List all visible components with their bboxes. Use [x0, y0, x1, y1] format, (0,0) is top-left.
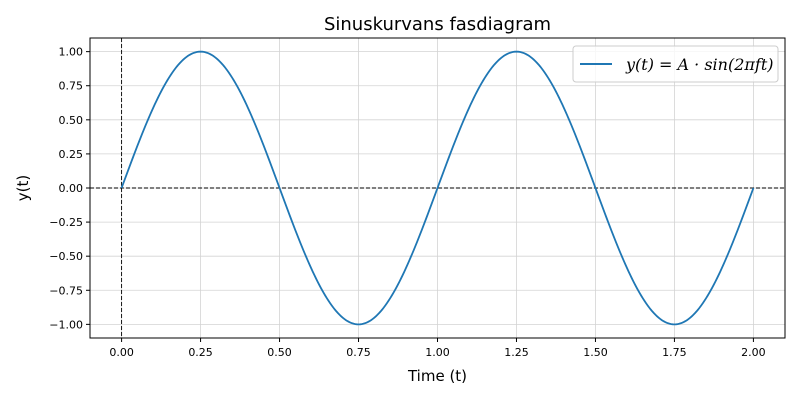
x-tick-label: 0.50 — [267, 346, 292, 359]
series-layer — [120, 50, 755, 326]
x-tick-label: 0.00 — [109, 346, 134, 359]
y-tick-label: −0.50 — [49, 250, 83, 263]
y-tick-label: 1.00 — [59, 46, 84, 59]
y-axis-ticks: −1.00 −0.75 −0.50 −0.25 0.00 0.25 0.50 0.75 1.00 — [49, 46, 90, 331]
legend-label: y(t) = A · sin(2πft) — [625, 55, 774, 74]
x-tick-label: 0.75 — [346, 346, 371, 359]
x-tick-label: 1.75 — [662, 346, 687, 359]
legend-box — [572, 45, 779, 83]
x-axis-ticks: 0.00 0.25 0.50 0.75 1.00 1.25 1.50 1.75 2.00 — [109, 338, 766, 359]
x-tick-label: 0.25 — [188, 346, 213, 359]
y-tick-label: −1.00 — [49, 318, 83, 331]
y-tick-label: −0.25 — [49, 216, 83, 229]
x-tick-label: 1.25 — [504, 346, 529, 359]
legend: y(t) = A · sin(2πft) — [572, 45, 779, 83]
x-axis-label: Time (t) — [407, 367, 467, 385]
x-tick-label: 2.00 — [741, 346, 766, 359]
x-tick-label: 1.50 — [583, 346, 608, 359]
y-tick-label: 0.75 — [59, 80, 84, 93]
x-tick-label: 1.00 — [425, 346, 450, 359]
y-tick-label: 0.50 — [59, 114, 84, 127]
y-tick-label: 0.25 — [59, 148, 84, 161]
y-axis-label: y(t) — [14, 175, 32, 201]
chart-title: Sinuskurvans fasdiagram — [324, 14, 551, 35]
y-tick-label: 0.00 — [59, 182, 84, 195]
y-tick-label: −0.75 — [49, 284, 83, 297]
series-line — [120, 50, 755, 326]
